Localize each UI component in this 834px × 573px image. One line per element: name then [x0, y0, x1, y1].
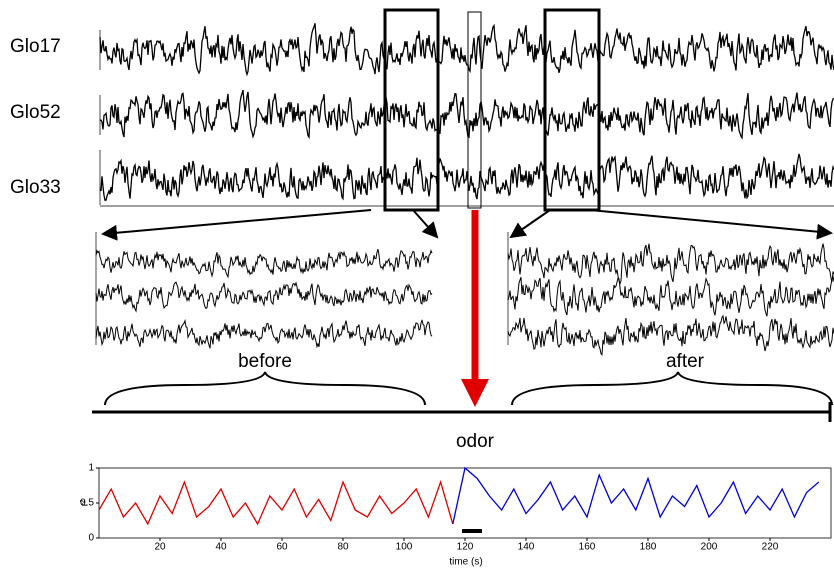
x-tick-label: 160	[579, 542, 596, 553]
before-window	[383, 8, 440, 212]
x-tick-label: 80	[337, 542, 349, 553]
x-tick-label: 140	[518, 542, 535, 553]
odor-label: odor	[456, 431, 495, 452]
x-tick-label: 100	[396, 542, 413, 553]
trace	[507, 274, 834, 317]
trace	[507, 243, 834, 286]
x-tick-label: 220	[762, 542, 779, 553]
trace	[99, 23, 834, 77]
odor-window	[467, 11, 482, 209]
x-tick-label: 200	[701, 542, 718, 553]
x-tick-label: 40	[215, 542, 227, 553]
trace-label: Glo52	[10, 102, 61, 123]
x-axis-label: time (s)	[449, 557, 482, 568]
trace-label: Glo33	[10, 177, 61, 198]
y-tick-label: 0	[88, 533, 94, 544]
x-tick-label: 120	[457, 542, 474, 553]
x-tick-label: 180	[640, 542, 657, 553]
trace	[95, 319, 433, 349]
series-line	[452, 466, 820, 525]
brace	[104, 371, 426, 406]
arrow	[589, 209, 833, 240]
trace	[99, 89, 834, 140]
trace	[507, 314, 834, 356]
arrow	[412, 209, 439, 239]
series-line	[98, 479, 454, 526]
x-tick-label: 20	[154, 542, 166, 553]
brace	[511, 371, 833, 406]
arrow	[101, 209, 372, 241]
decor	[92, 8, 833, 533]
before-label: before	[238, 351, 292, 372]
y-axis-label: r²	[80, 499, 91, 506]
y-tick-label: 0.5	[80, 498, 94, 509]
trace-label: Glo17	[10, 36, 61, 57]
y-tick-label: 1	[88, 463, 94, 474]
x-tick-label: 60	[276, 542, 288, 553]
trace	[99, 153, 834, 202]
after-label: after	[666, 351, 705, 372]
trace	[95, 248, 433, 279]
trace	[95, 281, 433, 313]
arrow	[509, 209, 551, 239]
